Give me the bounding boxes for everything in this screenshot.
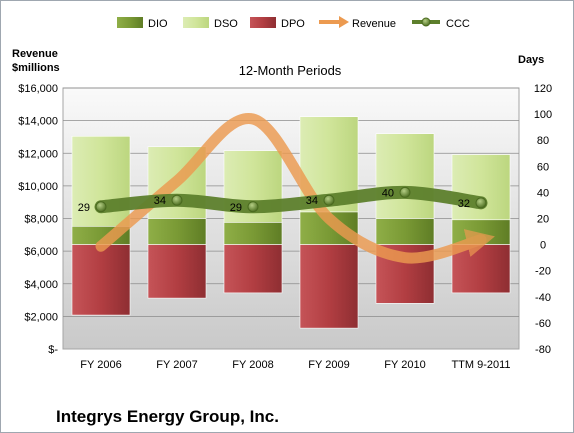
dio-bar (223, 222, 283, 245)
ccc-data-label: 32 (458, 198, 470, 210)
left-tick-label: $14,000 (18, 116, 58, 128)
dso-bar (375, 133, 435, 219)
x-tick-label: FY 2008 (232, 359, 273, 371)
x-tick-label: FY 2010 (384, 359, 425, 371)
x-tick-label: FY 2007 (156, 359, 197, 371)
legend-label-revenue: Revenue (352, 18, 396, 30)
right-tick-label: -20 (535, 266, 551, 278)
right-tick-label: 20 (537, 214, 549, 226)
ccc-point (171, 194, 183, 206)
right-tick-label: -80 (535, 344, 551, 356)
left-axis-title-line2: $millions (12, 62, 60, 74)
ccc-data-label: 29 (78, 202, 90, 214)
dpo-bar (299, 244, 359, 329)
left-tick-label: $8,000 (24, 214, 58, 226)
right-tick-label: 100 (534, 109, 552, 121)
ccc-point (399, 186, 411, 198)
gridlines (63, 87, 519, 317)
legend-item-ccc: CCC (412, 17, 470, 30)
left-axis-ticks: $- $2,000 $4,000 $6,000 $8,000 $10,000 $12,000… (18, 83, 58, 356)
left-axis-title-line1: Revenue (12, 48, 58, 60)
ccc-labels-group: 29 34 29 34 40 32 (78, 187, 470, 213)
right-tick-label: 120 (534, 83, 552, 95)
right-tick-label: -60 (535, 318, 551, 330)
x-tick-label: FY 2006 (80, 359, 121, 371)
revenue-line (95, 113, 495, 264)
x-axis-ticks: FY 2006 FY 2007 FY 2008 FY 2009 FY 2010 TTM 9… (80, 359, 510, 371)
ccc-data-label: 34 (306, 195, 318, 207)
left-tick-label: $10,000 (18, 181, 58, 193)
right-tick-label: 0 (540, 240, 546, 252)
dso-bar (451, 154, 511, 221)
dio-bar (147, 218, 207, 245)
left-tick-label: $4,000 (24, 279, 58, 291)
chart-title: 12-Month Periods (239, 63, 342, 78)
right-axis-title: Days (518, 54, 544, 66)
lines-group (94, 113, 495, 264)
legend-item-dpo: DPO (250, 17, 305, 30)
legend-item-revenue: Revenue (319, 16, 396, 30)
right-tick-label: 60 (537, 161, 549, 173)
legend-item-dso: DSO (183, 17, 238, 30)
ccc-point (323, 194, 335, 206)
x-tick-label: TTM 9-2011 (451, 359, 510, 371)
ccc-data-label: 29 (230, 202, 242, 214)
ccc-markers-group (95, 186, 487, 213)
right-tick-label: 40 (537, 187, 549, 199)
left-tick-label: $2,000 (24, 311, 58, 323)
legend-label-dio: DIO (148, 18, 168, 30)
left-tick-label: $16,000 (18, 83, 58, 95)
right-tick-label: -40 (535, 292, 551, 304)
dio-bar (375, 218, 435, 245)
ccc-data-label: 34 (154, 195, 166, 207)
legend-label-ccc: CCC (446, 18, 470, 30)
left-tick-label: $6,000 (24, 246, 58, 258)
ccc-point (475, 197, 487, 209)
legend: DIO DSO DPO Revenue CCC (117, 16, 470, 30)
legend-item-dio: DIO (117, 17, 168, 30)
left-tick-label: $12,000 (18, 148, 58, 160)
x-tick-label: FY 2009 (308, 359, 349, 371)
dpo-bar (147, 244, 207, 299)
ccc-line (94, 185, 488, 214)
ccc-data-label: 40 (382, 187, 394, 199)
dpo-bar (71, 244, 131, 316)
right-axis-ticks: -80 -60 -40 -20 0 20 40 60 80 100 120 (534, 83, 552, 356)
ccc-point (95, 201, 107, 213)
legend-label-dpo: DPO (281, 18, 305, 30)
left-tick-label: $- (48, 344, 58, 356)
company-name: Integrys Energy Group, Inc. (56, 407, 279, 426)
right-tick-label: 80 (537, 135, 549, 147)
dpo-bar (223, 244, 283, 294)
ccc-point (247, 201, 259, 213)
legend-label-dso: DSO (214, 18, 238, 30)
